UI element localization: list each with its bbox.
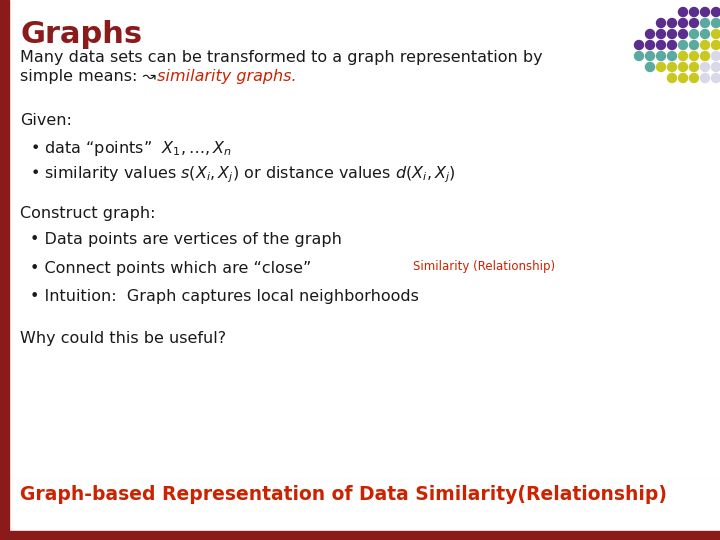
Circle shape (634, 51, 644, 60)
Text: Graphs: Graphs (20, 20, 142, 49)
Bar (9, 479, 720, 531)
Circle shape (678, 51, 688, 60)
Circle shape (701, 18, 709, 28)
Circle shape (657, 40, 665, 50)
Circle shape (646, 30, 654, 38)
Circle shape (667, 30, 677, 38)
Text: Given:: Given: (20, 113, 72, 127)
Text: similarity graphs.: similarity graphs. (152, 69, 297, 84)
Circle shape (711, 63, 720, 71)
Circle shape (701, 73, 709, 83)
Circle shape (690, 40, 698, 50)
Circle shape (701, 63, 709, 71)
Text: Similarity (Relationship): Similarity (Relationship) (413, 260, 555, 273)
Circle shape (711, 51, 720, 60)
Circle shape (678, 73, 688, 83)
Text: • data “points”  $X_1,\ldots,X_n$: • data “points” $X_1,\ldots,X_n$ (30, 139, 232, 158)
Text: Graph-based Representation of Data Similarity(Relationship): Graph-based Representation of Data Simil… (20, 485, 667, 504)
Circle shape (678, 63, 688, 71)
Text: • Data points are vertices of the graph: • Data points are vertices of the graph (30, 232, 342, 247)
Circle shape (678, 18, 688, 28)
Text: • similarity values $s(X_i, X_j)$ or distance values $d(X_i, X_j)$: • similarity values $s(X_i, X_j)$ or dis… (30, 164, 456, 185)
Circle shape (701, 51, 709, 60)
Circle shape (667, 51, 677, 60)
Circle shape (667, 73, 677, 83)
Circle shape (690, 73, 698, 83)
Circle shape (711, 8, 720, 17)
Circle shape (711, 18, 720, 28)
Circle shape (646, 40, 654, 50)
Circle shape (678, 40, 688, 50)
Bar (9, 479, 720, 531)
Circle shape (701, 40, 709, 50)
Circle shape (678, 8, 688, 17)
Circle shape (711, 30, 720, 38)
Circle shape (690, 18, 698, 28)
Text: Construct graph:: Construct graph: (20, 206, 156, 221)
Circle shape (690, 63, 698, 71)
Circle shape (646, 51, 654, 60)
Circle shape (657, 18, 665, 28)
Circle shape (657, 51, 665, 60)
Bar (0, 531, 720, 540)
Text: • Connect points which are “close”: • Connect points which are “close” (30, 261, 311, 276)
Circle shape (657, 63, 665, 71)
Circle shape (701, 8, 709, 17)
Circle shape (701, 30, 709, 38)
Text: simple means: ↝: simple means: ↝ (20, 69, 156, 84)
Text: Many data sets can be transformed to a graph representation by: Many data sets can be transformed to a g… (20, 50, 543, 65)
Circle shape (678, 30, 688, 38)
Circle shape (667, 18, 677, 28)
Circle shape (657, 30, 665, 38)
Circle shape (711, 73, 720, 83)
Circle shape (667, 40, 677, 50)
Text: Why could this be useful?: Why could this be useful? (20, 331, 226, 346)
Circle shape (690, 51, 698, 60)
Circle shape (634, 40, 644, 50)
Bar (0, 0, 9, 540)
Circle shape (690, 8, 698, 17)
Circle shape (690, 30, 698, 38)
Text: • Intuition:  Graph captures local neighborhoods: • Intuition: Graph captures local neighb… (30, 289, 419, 305)
Circle shape (667, 63, 677, 71)
Circle shape (711, 40, 720, 50)
Circle shape (646, 63, 654, 71)
